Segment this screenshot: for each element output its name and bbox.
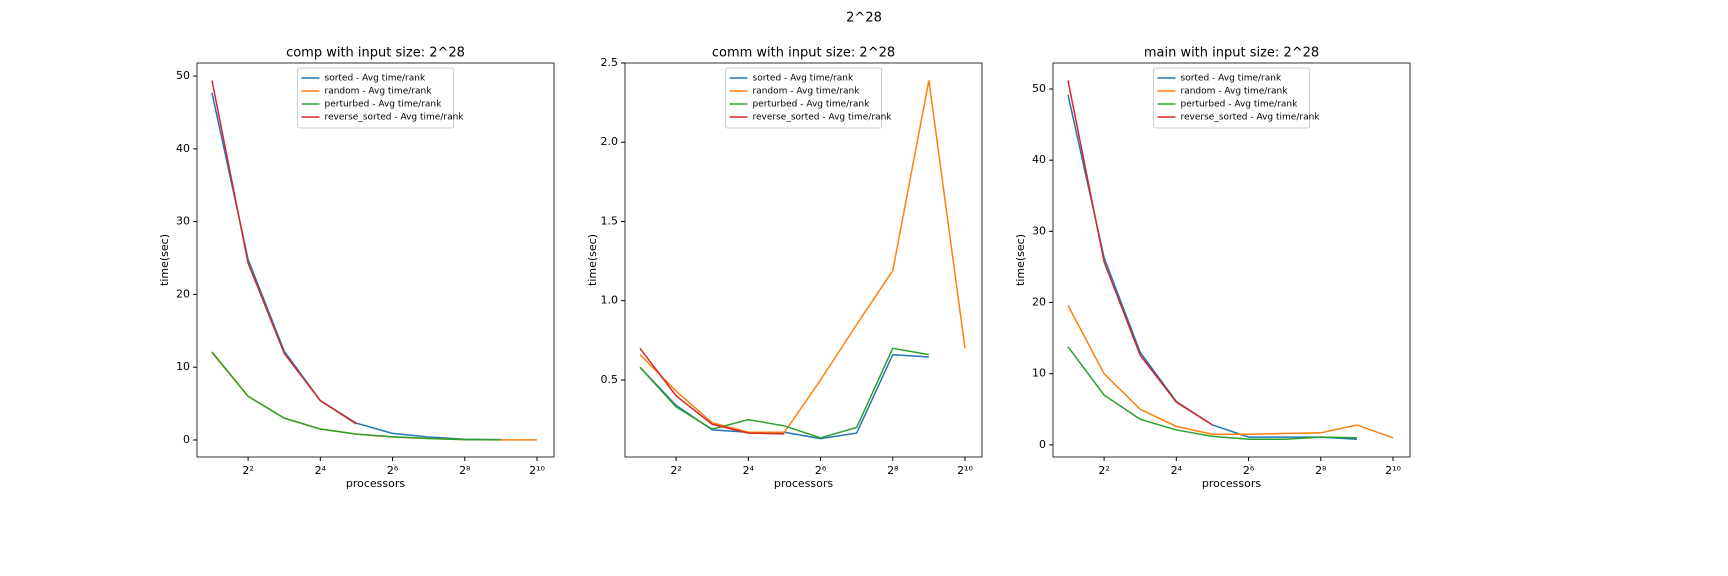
x-tick-label: 2⁶ [815,464,827,477]
x-tick-label: 2⁶ [387,464,399,477]
y-tick-label: 20 [1032,296,1046,309]
x-axis-label: processors [346,477,406,490]
legend-box [725,67,882,129]
axes-frame [624,62,983,458]
y-tick-label: 10 [176,360,190,373]
y-tick-label: 2.5 [601,56,619,69]
legend-label: random - Avg time/rank [325,87,433,97]
series-line [639,347,930,439]
y-tick-label: 1.0 [601,294,619,307]
y-tick-label: 1.5 [601,214,619,227]
axes-frame [196,62,555,458]
series-line [1067,80,1213,426]
x-tick-label: 2¹⁰ [1385,464,1401,477]
x-tick-label: 2⁸ [887,464,899,477]
x-tick-label: 2⁸ [459,464,471,477]
y-axis-label: time(sec) [158,234,171,286]
axes-title: comp with input size: 2^28 [286,46,465,61]
legend-label: perturbed - Avg time/rank [1181,100,1299,110]
x-axis-label: processors [1202,477,1262,490]
x-tick-label: 2⁴ [315,464,327,477]
x-tick-label: 2⁴ [1171,464,1183,477]
legend-label: reverse_sorted - Avg time/rank [753,113,893,123]
legend-label: reverse_sorted - Avg time/rank [325,113,465,123]
series-line [1067,94,1357,440]
y-tick-label: 0.5 [601,373,619,386]
y-tick-label: 0 [183,433,190,446]
axes-title: comm with input size: 2^28 [712,46,895,61]
y-tick-label: 0 [1039,438,1046,451]
axes-title: main with input size: 2^28 [1144,46,1319,61]
series-line [1067,305,1394,439]
legend-label: reverse_sorted - Avg time/rank [1181,113,1321,123]
y-tick-label: 50 [176,69,190,82]
legend-label: sorted - Avg time/rank [1181,74,1282,84]
legend-label: sorted - Avg time/rank [753,74,854,84]
x-tick-label: 2² [242,464,253,477]
y-tick-label: 20 [176,287,190,300]
series-line [639,347,785,435]
axes-frame [1052,62,1411,458]
x-tick-label: 2² [670,464,681,477]
series-line [211,92,501,441]
series-line [211,352,538,441]
series-line [639,80,966,434]
x-tick-label: 2⁶ [1243,464,1255,477]
series-line [211,351,501,441]
legend-label: perturbed - Avg time/rank [325,100,443,110]
legend-label: random - Avg time/rank [1181,87,1289,97]
y-tick-label: 40 [1032,153,1046,166]
y-axis-label: time(sec) [1014,234,1027,286]
y-tick-label: 40 [176,142,190,155]
y-tick-label: 30 [1032,224,1046,237]
series-line [1067,346,1357,440]
legend-label: sorted - Avg time/rank [325,74,426,84]
y-axis-label: time(sec) [586,234,599,286]
figure-title: 2^28 [846,11,882,26]
y-tick-label: 50 [1032,82,1046,95]
legend-label: perturbed - Avg time/rank [753,100,871,110]
y-tick-label: 10 [1032,367,1046,380]
legend-box [297,67,454,129]
x-tick-label: 2⁴ [743,464,755,477]
x-tick-label: 2⁸ [1315,464,1327,477]
x-tick-label: 2² [1098,464,1109,477]
x-tick-label: 2¹⁰ [529,464,545,477]
series-line [211,80,357,425]
y-tick-label: 30 [176,215,190,228]
x-tick-label: 2¹⁰ [957,464,973,477]
x-axis-label: processors [774,477,834,490]
y-tick-label: 2.0 [601,135,619,148]
legend-box [1153,67,1310,129]
legend-label: random - Avg time/rank [753,87,861,97]
